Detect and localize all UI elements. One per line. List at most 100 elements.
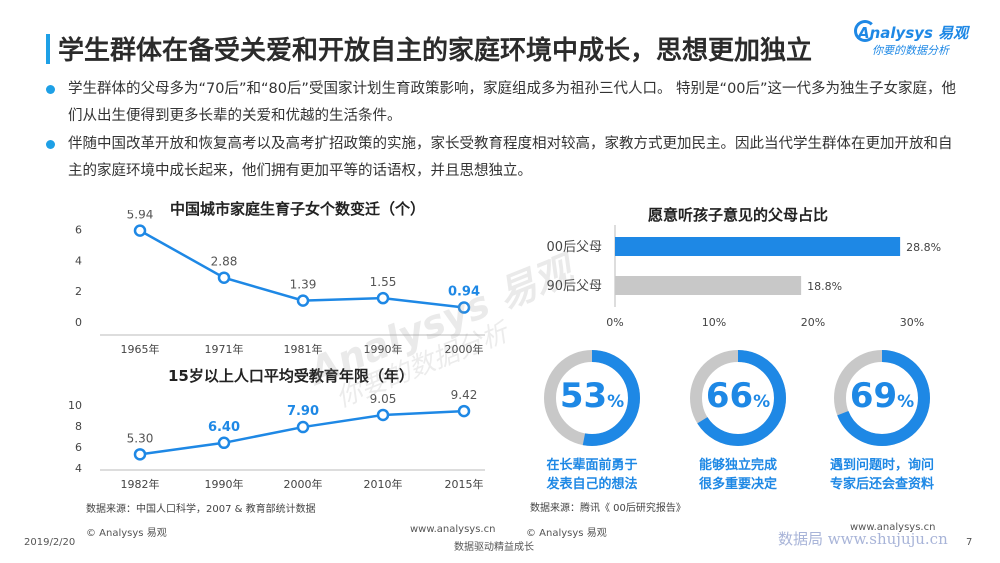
x-tick-label: 1982年 — [121, 477, 160, 491]
data-label: 0.94 — [448, 285, 480, 300]
data-point — [376, 291, 390, 305]
bar-category-label: 90后父母 — [546, 279, 602, 294]
data-point — [133, 448, 147, 461]
donut-value-number: 66 — [705, 376, 754, 416]
bullet-item: 学生群体的父母多为“70后”和“80后”受国家计划生育政策影响，家庭组成多为祖孙… — [46, 76, 966, 130]
y-tick-label: 4 — [75, 254, 82, 267]
donut-slice — [834, 350, 930, 446]
data-label: 5.94 — [127, 210, 154, 222]
x-tick-label: 1990年 — [364, 342, 403, 356]
footer-copyright-mid: © Analysys 易观 — [526, 528, 607, 539]
source-right: 数据来源：腾讯《 00后研究报告》 — [530, 503, 686, 514]
y-tick-label: 4 — [75, 462, 82, 475]
data-label: 2.88 — [211, 255, 238, 269]
source-left: 数据来源：中国人口科学，2007 & 教育部统计数据 — [86, 504, 316, 515]
data-point — [457, 301, 471, 314]
bullet-list: 学生群体的父母多为“70后”和“80后”受国家计划生育政策影响，家庭组成多为祖孙… — [46, 76, 966, 186]
data-point — [217, 436, 231, 450]
data-point — [133, 224, 147, 237]
donut-caption-line: 在长辈面前勇于 — [546, 458, 638, 473]
footer-url-left: www.analysys.cn — [410, 524, 496, 535]
x-tick-label: 30% — [900, 316, 924, 329]
donut-caption: 遇到问题时，询问 专家后还会查资料 — [817, 456, 947, 494]
donut-chart: 66% — [688, 348, 788, 448]
donut-chart: 53% — [542, 348, 642, 448]
data-label: 7.90 — [287, 404, 319, 419]
donut-caption-line: 发表自己的想法 — [546, 477, 638, 492]
donut-caption-line: 能够独立完成 — [698, 458, 777, 473]
y-tick-label: 10 — [68, 399, 82, 412]
data-label: 9.05 — [370, 392, 397, 406]
bullet-text: 伴随中国改革开放和恢复高考以及高考扩招政策的实施，家长受教育程度相对较高，家教方… — [68, 136, 953, 179]
y-tick-label: 6 — [75, 441, 82, 454]
data-label: 1.39 — [290, 278, 317, 292]
bullet-dot-icon — [46, 140, 55, 149]
bullet-dot-icon — [46, 85, 55, 94]
footer-page-number: 7 — [966, 537, 973, 548]
x-tick-label: 20% — [801, 316, 825, 329]
bar-data-label: 18.8% — [807, 280, 842, 293]
analysys-logo: Analysys 易观 你要的数据分析 — [854, 20, 988, 62]
data-point — [457, 404, 471, 418]
footer-date: 2019/2/20 — [24, 537, 76, 548]
data-point — [376, 408, 390, 422]
x-tick-label: 1965年 — [121, 342, 160, 356]
logo-slogan: 你要的数据分析 — [872, 44, 949, 57]
watermark-shuju: 数据局 www.shujuju.cn — [778, 530, 948, 548]
donut-caption-line: 专家后还会查资料 — [829, 477, 934, 492]
donut-value-suffix: % — [897, 392, 915, 412]
data-point — [217, 271, 231, 284]
donut-slice — [690, 350, 786, 446]
donut-caption: 在长辈面前勇于 发表自己的想法 — [527, 456, 657, 494]
donut-caption: 能够独立完成 很多重要决定 — [673, 456, 803, 494]
footer-copyright-left: © Analysys 易观 — [86, 528, 167, 539]
page-title: 学生群体在备受关爱和开放自主的家庭环境中成长，思想更加独立 — [58, 36, 813, 66]
donut-value: 53% — [542, 376, 642, 416]
data-label: 5.30 — [127, 431, 154, 445]
donut-caption-line: 遇到问题时，询问 — [829, 458, 934, 473]
data-point — [296, 420, 310, 434]
bar-category-label: 00后父母 — [546, 240, 602, 255]
data-point — [296, 294, 310, 307]
bar-data-label: 28.8% — [906, 241, 941, 254]
x-tick-label: 2000年 — [445, 342, 484, 356]
donut-caption-line: 很多重要决定 — [698, 477, 777, 492]
x-tick-label: 2015年 — [445, 477, 484, 491]
chart1-children-count-line: 0 2 4 6 1965年 1971年 1981年 1990年 2000年 5.94 2.88 1.3… — [75, 210, 485, 356]
chart3-title: 愿意听孩子意见的父母占比 — [648, 206, 829, 224]
y-tick-label: 2 — [75, 285, 82, 298]
bullet-item: 伴随中国改革开放和恢复高考以及高考扩招政策的实施，家长受教育程度相对较高，家教方… — [46, 131, 966, 185]
donut-value-suffix: % — [753, 392, 771, 412]
logo-ring-icon — [854, 20, 876, 42]
donut-chart: 69% — [832, 348, 932, 448]
donut-value-suffix: % — [607, 392, 625, 412]
chart2-education-years-line: 4 6 8 10 1982年 1990年 2000年 2010年 2015年 5.30 6.40 7.… — [68, 388, 485, 491]
chart2-title: 15岁以上人口平均受教育年限（年） — [168, 367, 414, 385]
x-tick-label: 0% — [606, 316, 623, 329]
donut-value-number: 53 — [559, 376, 608, 416]
donut-value: 66% — [688, 376, 788, 416]
x-tick-label: 1981年 — [284, 342, 323, 356]
data-label: 6.40 — [208, 420, 240, 435]
bullet-text: 学生群体的父母多为“70后”和“80后”受国家计划生育政策影响，家庭组成多为祖孙… — [68, 81, 957, 124]
donut-slice — [544, 350, 640, 446]
x-tick-label: 1971年 — [205, 342, 244, 356]
x-tick-label: 1990年 — [205, 477, 244, 491]
donut-value-number: 69 — [849, 376, 898, 416]
title-accent-bar — [46, 34, 50, 64]
bar — [615, 237, 901, 256]
x-tick-label: 2000年 — [284, 477, 323, 491]
footer-url-right: www.analysys.cn — [850, 522, 936, 533]
y-tick-label: 6 — [75, 224, 82, 237]
footer-slogan: 数据驱动精益成长 — [454, 542, 534, 553]
x-tick-label: 2010年 — [364, 477, 403, 491]
logo-text: Analysys 易观 — [858, 24, 969, 42]
x-tick-label: 10% — [702, 316, 726, 329]
data-label: 1.55 — [370, 275, 397, 289]
data-label: 9.42 — [451, 388, 478, 402]
bar — [615, 276, 802, 295]
chart3-parents-bar: 00后父母 28.8% 90后父母 18.8% 0% 10% 20% 30% — [546, 225, 941, 329]
y-tick-label: 8 — [75, 420, 82, 433]
donut-value: 69% — [832, 376, 932, 416]
chart1-title: 中国城市家庭生育子女个数变迁（个） — [170, 200, 426, 218]
